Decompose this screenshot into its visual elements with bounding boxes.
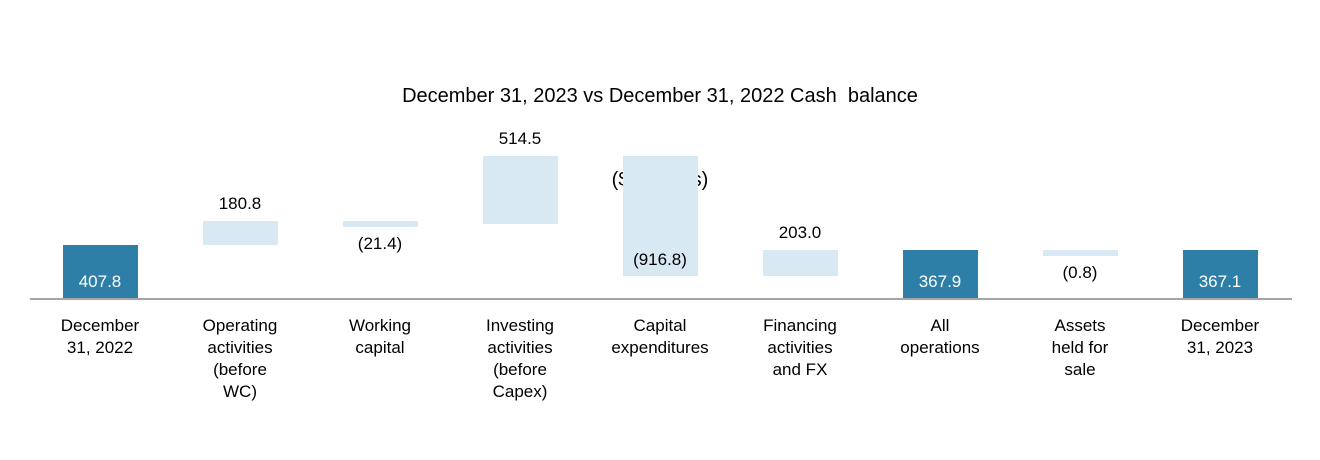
- chart-title-line1: December 31, 2023 vs December 31, 2022 C…: [402, 85, 918, 107]
- bar-value-label: (21.4): [357, 233, 403, 253]
- category-label: Operating activities (before WC): [202, 316, 278, 401]
- category-label: Assets held for sale: [1051, 316, 1109, 379]
- waterfall-bar: [482, 156, 558, 224]
- category-label: December 31, 2023: [1180, 316, 1260, 357]
- bar-value-label: (916.8): [633, 250, 687, 270]
- x-axis-line: [30, 298, 1292, 300]
- waterfall-bar: (916.8): [622, 156, 698, 277]
- bar-value-label: 367.1: [1198, 271, 1242, 291]
- category-label: December 31, 2022: [60, 316, 140, 357]
- bar-value-label: 367.9: [918, 271, 962, 291]
- waterfall-bar: 407.8: [62, 244, 138, 298]
- bar-value-label: 203.0: [778, 222, 822, 242]
- bar-value-label: 180.8: [218, 193, 262, 213]
- waterfall-bar: [202, 220, 278, 245]
- waterfall-bar: [762, 249, 838, 277]
- category-label: Investing activities (before Capex): [485, 316, 555, 401]
- category-label: Working capital: [348, 316, 412, 357]
- category-label: All operations: [900, 316, 980, 357]
- waterfall-bar: [342, 220, 418, 227]
- waterfall-bar: [1042, 249, 1118, 256]
- bar-value-label: 407.8: [78, 271, 122, 291]
- waterfall-bar: 367.9: [902, 249, 978, 298]
- bar-value-label: (0.8): [1062, 262, 1098, 282]
- category-label: Capital expenditures: [611, 316, 709, 357]
- waterfall-bar: 367.1: [1182, 249, 1258, 298]
- bar-value-label: 514.5: [498, 129, 542, 149]
- category-label: Financing activities and FX: [763, 316, 837, 379]
